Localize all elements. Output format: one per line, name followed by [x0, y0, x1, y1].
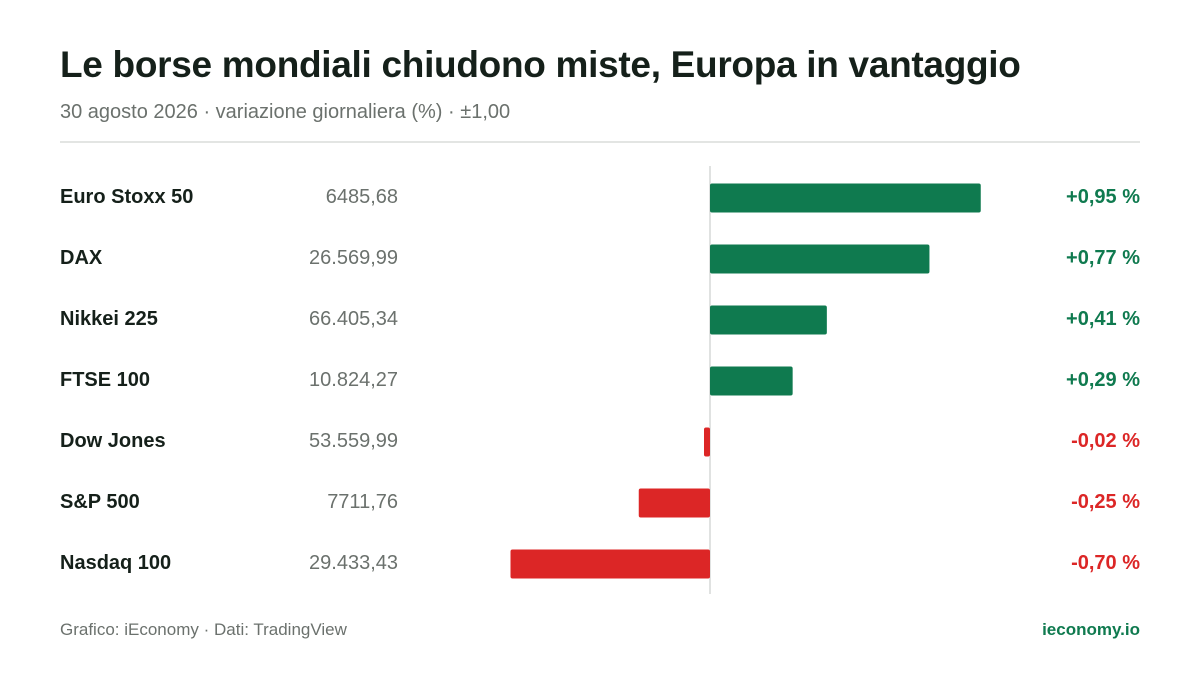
table-row: DAX 26.569,99 +0,77 %: [60, 239, 1140, 279]
table-row: FTSE 100 10.824,27 +0,29 %: [60, 361, 1140, 401]
index-name: FTSE 100: [60, 369, 151, 391]
table-row: Nasdaq 100 29.433,43 -0,70 %: [60, 544, 1140, 584]
index-name: Nikkei 225: [60, 308, 158, 330]
chart-title: Le borse mondiali chiudono miste, Europa…: [60, 44, 1021, 85]
index-price: 6485,68: [325, 186, 398, 208]
table-row: Dow Jones 53.559,99 -0,02 %: [60, 422, 1140, 462]
table-row: S&P 500 7711,76 -0,25 %: [60, 483, 1140, 523]
table-row: Euro Stoxx 50 6485,68 +0,95 %: [60, 178, 1140, 218]
change-label: +0,41 %: [1066, 308, 1140, 330]
index-price: 26.569,99: [309, 247, 398, 269]
index-price: 7711,76: [327, 491, 398, 513]
chart-subtitle: 30 agosto 2026 · variazione giornaliera …: [60, 101, 511, 123]
index-price: 10.824,27: [309, 369, 398, 391]
index-price: 53.559,99: [309, 430, 398, 452]
source-credit: Grafico: iEconomy · Dati: TradingView: [60, 620, 347, 639]
change-label: +0,29 %: [1066, 369, 1140, 391]
header-divider: [60, 141, 1140, 143]
table-row: Nikkei 225 66.405,34 +0,41 %: [60, 300, 1140, 340]
brand-link[interactable]: ieconomy.io: [1042, 620, 1140, 639]
index-name: S&P 500: [60, 491, 140, 513]
index-name: Euro Stoxx 50: [60, 186, 194, 208]
change-label: +0,77 %: [1066, 247, 1140, 269]
index-name: Nasdaq 100: [60, 552, 172, 574]
change-label: +0,95 %: [1066, 186, 1140, 208]
index-price: 66.405,34: [309, 308, 398, 330]
change-label: -0,25 %: [1071, 491, 1140, 513]
change-label: -0,70 %: [1071, 552, 1140, 574]
index-name: DAX: [60, 247, 103, 269]
index-name: Dow Jones: [60, 430, 166, 452]
change-label: -0,02 %: [1071, 430, 1140, 452]
index-price: 29.433,43: [309, 552, 398, 574]
